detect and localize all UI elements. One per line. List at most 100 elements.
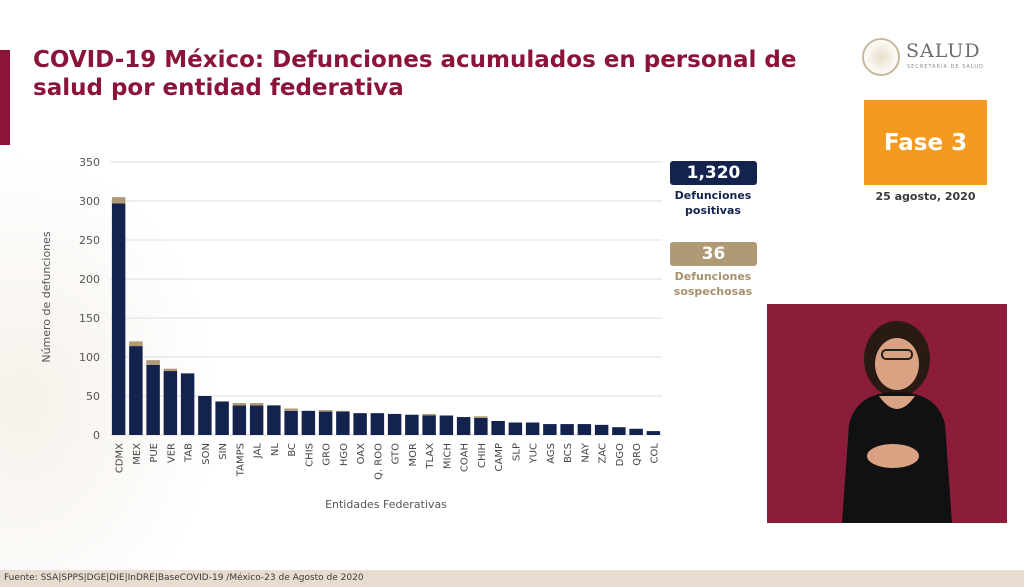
x-tick-label: QRO [632,443,643,466]
bar-sospechosas-tlax [422,413,436,416]
bar-positivas-camp [491,420,505,435]
bar-positivas-yuc [525,422,540,435]
bar-positivas-gro [318,411,333,435]
bar-positivas-gto [387,413,402,435]
y-tick-label: 250 [79,234,100,247]
x-tick-label: TAMPS [235,443,246,477]
interpreter-figure-icon [767,304,1007,523]
page-title: COVID-19 México: Defunciones acumulados … [33,47,797,101]
y-axis-label: Número de defunciones [40,231,53,363]
x-tick-label: YUC [529,443,540,464]
x-tick-label: PUE [149,443,160,463]
sospechosas-count: 36 [670,242,757,266]
logo-subtext: SECRETARÍA DE SALUD [907,64,984,70]
label-layer: 0 50 100 150 200 250 300 350 CDMX MEX PUE VER TAB SON… [79,156,660,480]
bar-positivas-tlax [422,415,436,435]
y-tick-label: 0 [93,429,100,442]
seal-icon [862,38,900,76]
bar-positivas-jal [249,405,264,435]
bar-positivas-nl [267,405,281,435]
x-tick-label: SON [201,443,212,465]
x-tick-label: CHIS [304,443,315,467]
bar-sospechosas-gro [318,410,333,412]
bar-positivas-qroo [370,413,385,435]
x-tick-label: JAL [253,443,264,460]
fase-badge: Fase 3 [864,100,987,185]
sign-language-video [767,304,1007,523]
bar-positivas-pue [146,364,160,435]
bar-positivas-coah [456,417,471,435]
bar-sospechosas-cdmx [111,197,126,204]
x-tick-label: BCS [563,443,574,463]
x-tick-label: BC [287,443,298,457]
x-tick-label: MEX [132,443,143,465]
bar-positivas-ver [163,371,178,435]
x-tick-label: MICH [442,443,453,469]
x-tick-label: COAH [460,443,471,472]
x-tick-label: OAX [356,443,367,465]
bar-positivas-col [646,431,661,435]
x-tick-label: ZAC [598,443,609,464]
x-tick-label: GTO [391,443,402,465]
bar-positivas-ags [543,424,557,435]
x-tick-label: DGO [615,443,626,466]
bar-positivas-bc [284,410,298,435]
x-tick-label: HGO [339,443,350,466]
positivas-label: Defunciones positivas [674,189,752,217]
x-tick-label: NAY [580,442,591,463]
bar-positivas-hgo [336,411,350,435]
bar-positivas-mich [439,415,454,435]
bar-chart: 0 50 100 150 200 250 300 350 CDMX MEX PUE VER TAB SON… [40,156,662,511]
bar-positivas-zac [594,424,609,435]
salud-logo: SALUD SECRETARÍA DE SALUD [862,36,992,80]
x-tick-label: GRO [322,443,333,466]
x-tick-label: CDMX [115,443,126,473]
bar-sospechosas-ver [163,368,178,372]
positivas-count: 1,320 [670,161,757,185]
bar-sospechosas-pue [146,360,160,365]
x-tick-label: TAB [184,443,195,463]
x-tick-label: MOR [408,443,419,466]
bar-positivas-qro [629,428,643,435]
bar-sospechosas-mex [129,341,143,347]
bar-positivas-nay [577,424,592,435]
bar-positivas-son [198,396,212,435]
fase-date: 25 agosto, 2020 [875,190,976,203]
y-tick-label: 350 [79,156,100,169]
x-axis-label: Entidades Federativas [325,498,447,511]
bar-positivas-cdmx [111,203,126,435]
x-tick-label: SIN [218,443,229,460]
x-tick-label: CHIH [477,443,488,468]
bar-positivas-tamps [232,405,247,435]
bar-positivas-sin [215,401,229,435]
bar-sospechosas-jal [249,403,264,406]
x-tick-label: AGS [546,443,557,464]
bar-sospechosas-tamps [232,403,247,406]
y-tick-label: 150 [79,312,100,325]
bar-sospechosas-hgo [336,410,350,412]
sospechosas-label: Defunciones sospechosas [673,270,753,298]
logo-text: SALUD [906,40,981,62]
x-tick-label: COL [649,443,660,464]
bar-sospechosas-bc [284,408,298,411]
y-tick-label: 300 [79,195,100,208]
bar-positivas-mex [129,346,143,435]
bar-positivas-slp [508,422,523,435]
accent-bar [0,50,10,145]
source-footer: Fuente: SSA|SPPS|DGE|DIE|InDRE|BaseCOVID… [0,570,1024,587]
y-tick-label: 50 [86,390,100,403]
bar-positivas-tab [180,373,195,435]
x-tick-label: NL [270,443,281,456]
x-tick-label: TLAX [425,443,436,470]
bar-layer [111,197,661,435]
bar-positivas-chis [301,410,316,435]
bar-positivas-oax [353,413,367,435]
bar-sospechosas-chih [474,416,488,418]
x-tick-label: CAMP [494,443,505,471]
x-tick-label: SLP [511,443,522,461]
y-tick-label: 200 [79,273,100,286]
x-tick-label: VER [166,443,177,463]
x-tick-label: Q. ROO [373,443,384,480]
bar-positivas-bcs [560,424,574,435]
bar-positivas-dgo [612,427,626,435]
